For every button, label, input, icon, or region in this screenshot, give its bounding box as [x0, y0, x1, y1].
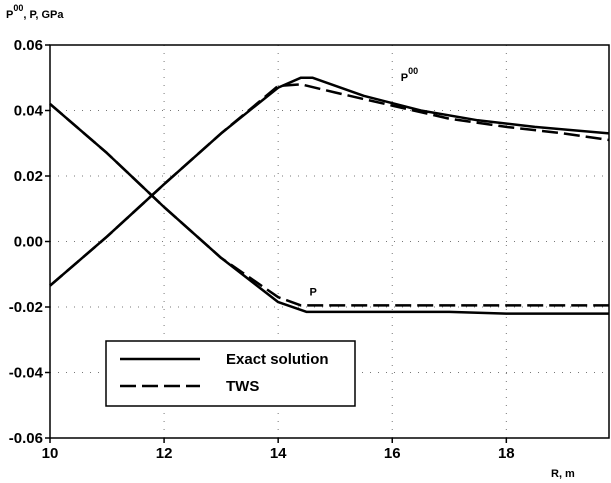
x-tick-label: 16 — [384, 445, 401, 462]
y-tick-label: 0.04 — [14, 103, 44, 120]
legend-label-exact-solution: Exact solution — [226, 351, 329, 368]
series-lines — [49, 76, 610, 315]
legend-box — [105, 340, 356, 407]
annotation-label: P — [310, 287, 317, 299]
series-line-tws-p — [49, 102, 609, 307]
y-tick-label: 0.02 — [14, 168, 43, 185]
x-tick-label: 10 — [42, 445, 59, 462]
y-tick-label: -0.06 — [9, 430, 43, 447]
annotation-label: P00 — [401, 66, 418, 84]
x-tick-labels: 10 12 14 16 18 — [42, 445, 515, 462]
x-axis-title: R, m — [551, 468, 575, 480]
legend: Exact solution TWS — [105, 340, 356, 407]
y-tick-label: -0.02 — [9, 299, 43, 316]
x-tick-label: 14 — [270, 445, 287, 462]
y-tick-label: 0.06 — [14, 37, 43, 54]
x-tick-label: 18 — [498, 445, 515, 462]
series-line-exact-solution-p00 — [49, 76, 610, 287]
y-tick-labels: 0.06 0.04 0.02 0.00 -0.02 -0.04 -0.06 — [9, 37, 44, 447]
tick-marks — [45, 44, 508, 443]
annotations: P00 P — [310, 66, 419, 299]
legend-label-tws: TWS — [226, 378, 259, 395]
y-tick-label: 0.00 — [14, 234, 43, 251]
series-line-exact-solution-p — [49, 102, 609, 315]
x-tick-label: 12 — [156, 445, 173, 462]
y-axis-title: P00, P, GPa — [6, 3, 64, 21]
series-line-tws-p00 — [49, 83, 610, 287]
y-tick-label: -0.04 — [9, 365, 44, 382]
